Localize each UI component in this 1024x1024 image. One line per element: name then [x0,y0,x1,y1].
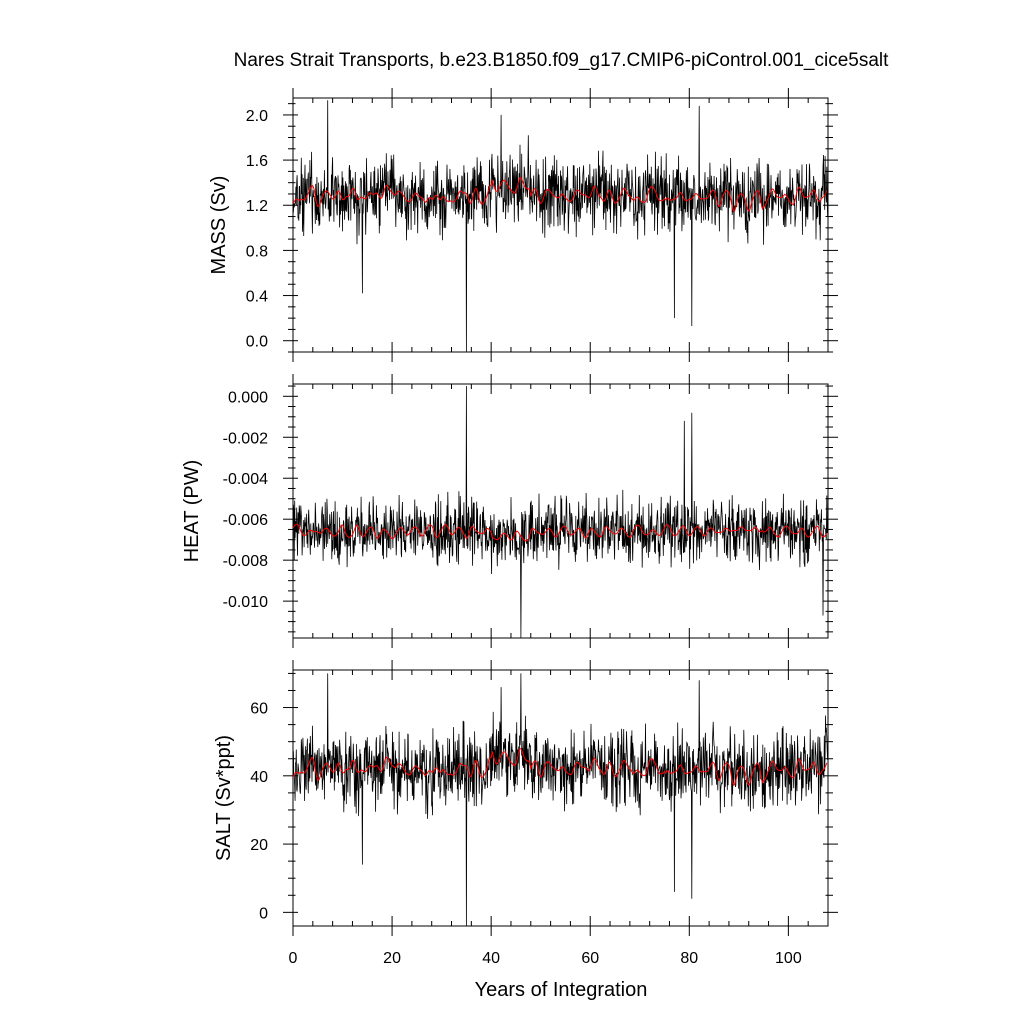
mass-monthly-series-line [293,100,828,352]
chart-title: Nares Strait Transports, b.e23.B1850.f09… [234,50,890,71]
heat-y-tick-label: -0.002 [223,430,268,447]
x-tick-label: 80 [680,950,698,967]
mass-smoothed-series-line [293,176,828,213]
x-tick-label: 100 [775,950,802,967]
x-tick-label: 20 [383,950,401,967]
salt-y-tick-label: 60 [250,701,268,718]
mass-panel: MASS (Sv) 2.0 1.6 1.2 0.8 0.4 0.0 [208,88,838,362]
salt-y-tick-label: 40 [250,769,268,786]
heat-y-tick-label: -0.006 [223,512,268,529]
heat-smoothed-series-line [293,523,828,542]
heat-y-axis-label: HEAT (PW) [181,460,203,563]
salt-y-tick-label: 0 [259,905,268,922]
mass-y-tick-label: 0.8 [246,243,268,260]
heat-panel: HEAT (PW) 0.000 -0.002 -0.004 -0.006 -0.008 -… [181,374,838,648]
salt-y-axis-label: SALT (Sv*ppt) [213,735,235,861]
heat-y-tick-label: -0.010 [223,594,268,611]
salt-monthly-series-line [293,673,828,926]
salt-panel: SALT (Sv*ppt) 60 40 20 0 0 20 40 60 80 100 [213,660,838,967]
salt-y-tick-label: 20 [250,837,268,854]
salt-smoothed-series-line [293,747,828,787]
heat-y-tick-label: 0.000 [228,389,268,406]
mass-y-tick-label: 1.6 [246,153,268,170]
mass-y-tick-label: 0.4 [246,289,268,306]
x-tick-label: 40 [482,950,500,967]
mass-y-tick-label: 1.2 [246,198,268,215]
mass-y-tick-label: 0.0 [246,334,268,351]
heat-y-tick-label: -0.008 [223,553,268,570]
x-tick-label: 60 [581,950,599,967]
mass-y-axis-label: MASS (Sv) [208,176,230,275]
x-axis-label: Years of Integration [475,979,648,1001]
salt-plot-frame [292,669,829,927]
heat-y-tick-label: -0.004 [223,471,268,488]
heat-monthly-series-line [293,385,828,638]
mass-y-tick-label: 2.0 [246,108,268,125]
x-tick-label: 0 [289,950,298,967]
mass-plot-frame [292,97,829,353]
